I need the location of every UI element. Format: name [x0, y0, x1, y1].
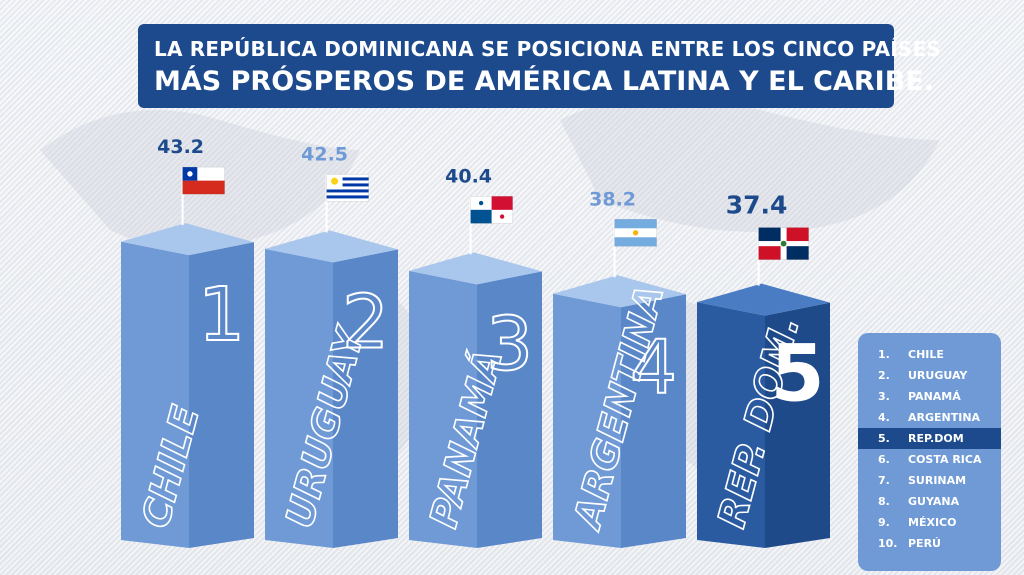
legend-item-rank: 2. [878, 369, 890, 382]
bar-side-face [333, 249, 398, 548]
value-label: 43.2 [157, 136, 204, 158]
uruguay-flag-icon [326, 174, 369, 202]
rank-number: 5 [770, 330, 824, 420]
legend-item-label: CHILE [908, 348, 944, 361]
legend-item-rank: 5. [878, 432, 890, 445]
legend-item-label: ARGENTINA [908, 411, 981, 424]
bar-top-face [697, 283, 830, 316]
bar-top-face [409, 252, 542, 285]
argentina-flag-icon [614, 219, 657, 247]
bar-front-face [553, 293, 621, 548]
legend-item: 3. PANAMÁ [858, 386, 1001, 407]
value-label: 37.4 [726, 191, 788, 220]
value-label: 42.5 [301, 143, 348, 165]
legend-item: 1. CHILE [858, 344, 1001, 365]
legend-item: 9. MÉXICO [858, 512, 1001, 533]
legend-item-rank: 1. [878, 348, 890, 361]
bar-front-face [409, 270, 477, 548]
legend-item-label: REP.DOM [908, 432, 964, 445]
legend-item: 4. ARGENTINA [858, 407, 1001, 428]
legend-item: 2. URUGUAY [858, 365, 1001, 386]
value-label: 38.2 [589, 188, 636, 210]
rank-number: 1 [198, 272, 245, 358]
bar-top-face [265, 230, 398, 263]
legend-item: 8. GUYANA [858, 491, 1001, 512]
value-label: 40.4 [445, 165, 492, 187]
legend-item-rank: 4. [878, 411, 890, 424]
chile-flag-icon [182, 166, 225, 195]
title-banner: LA REPÚBLICA DOMINICANA SE POSICIONA ENT… [138, 24, 941, 108]
legend-item-label: PERÚ [908, 537, 941, 550]
legend-item-label: MÉXICO [908, 516, 957, 529]
bar-side-face [477, 271, 542, 548]
legend-item-rank: 8. [878, 495, 890, 508]
legend-item: 6. COSTA RICA [858, 449, 1001, 470]
legend-item-rank: 7. [878, 474, 890, 487]
bar-side-face [621, 294, 686, 548]
rank-number: 3 [486, 301, 533, 387]
dominican-republic-flag-icon [758, 227, 809, 260]
bar-front-face [265, 248, 333, 548]
bar-front-face [121, 241, 189, 548]
legend-item-label: PANAMÁ [908, 390, 961, 403]
legend-item: 7. SURINAM [858, 470, 1001, 491]
legend-item: 10. PERÚ [858, 533, 1001, 554]
legend-item-rank: 10. [878, 537, 898, 550]
title-line-2: MÁS PRÓSPEROS DE AMÉRICA LATINA Y EL CAR… [154, 66, 935, 97]
bar-side-face [765, 302, 830, 548]
legend-item-rank: 3. [878, 390, 890, 403]
bar-front-face [697, 302, 765, 548]
bar-top-face [553, 275, 686, 308]
legend-item: 5. REP.DOM [858, 428, 1001, 449]
legend-item-label: COSTA RICA [908, 453, 982, 466]
legend-item-label: SURINAM [908, 474, 967, 487]
ranking-legend: 1. CHILE 2. URUGUAY 3. PANAMÁ 4. ARGENTINA 5. REP… [858, 333, 1001, 571]
legend-item-label: URUGUAY [908, 369, 968, 382]
rank-number: 4 [630, 324, 677, 410]
legend-item-rank: 9. [878, 516, 890, 529]
legend-item-rank: 6. [878, 453, 890, 466]
rank-number: 2 [342, 279, 389, 365]
bar-side-face [189, 242, 254, 548]
legend-item-label: GUYANA [908, 495, 960, 508]
title-line-1: LA REPÚBLICA DOMINICANA SE POSICIONA ENT… [154, 37, 941, 61]
panama-flag-icon [470, 196, 513, 224]
bar-top-face [121, 223, 254, 256]
